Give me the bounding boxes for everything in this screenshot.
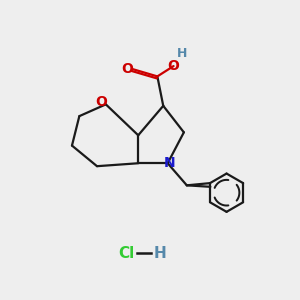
Text: O: O: [121, 62, 133, 76]
Text: Cl: Cl: [118, 246, 135, 261]
Text: H: H: [177, 47, 187, 60]
Text: H: H: [154, 246, 167, 261]
Text: O: O: [168, 59, 179, 73]
Text: N: N: [163, 156, 175, 170]
Text: O: O: [95, 95, 107, 109]
